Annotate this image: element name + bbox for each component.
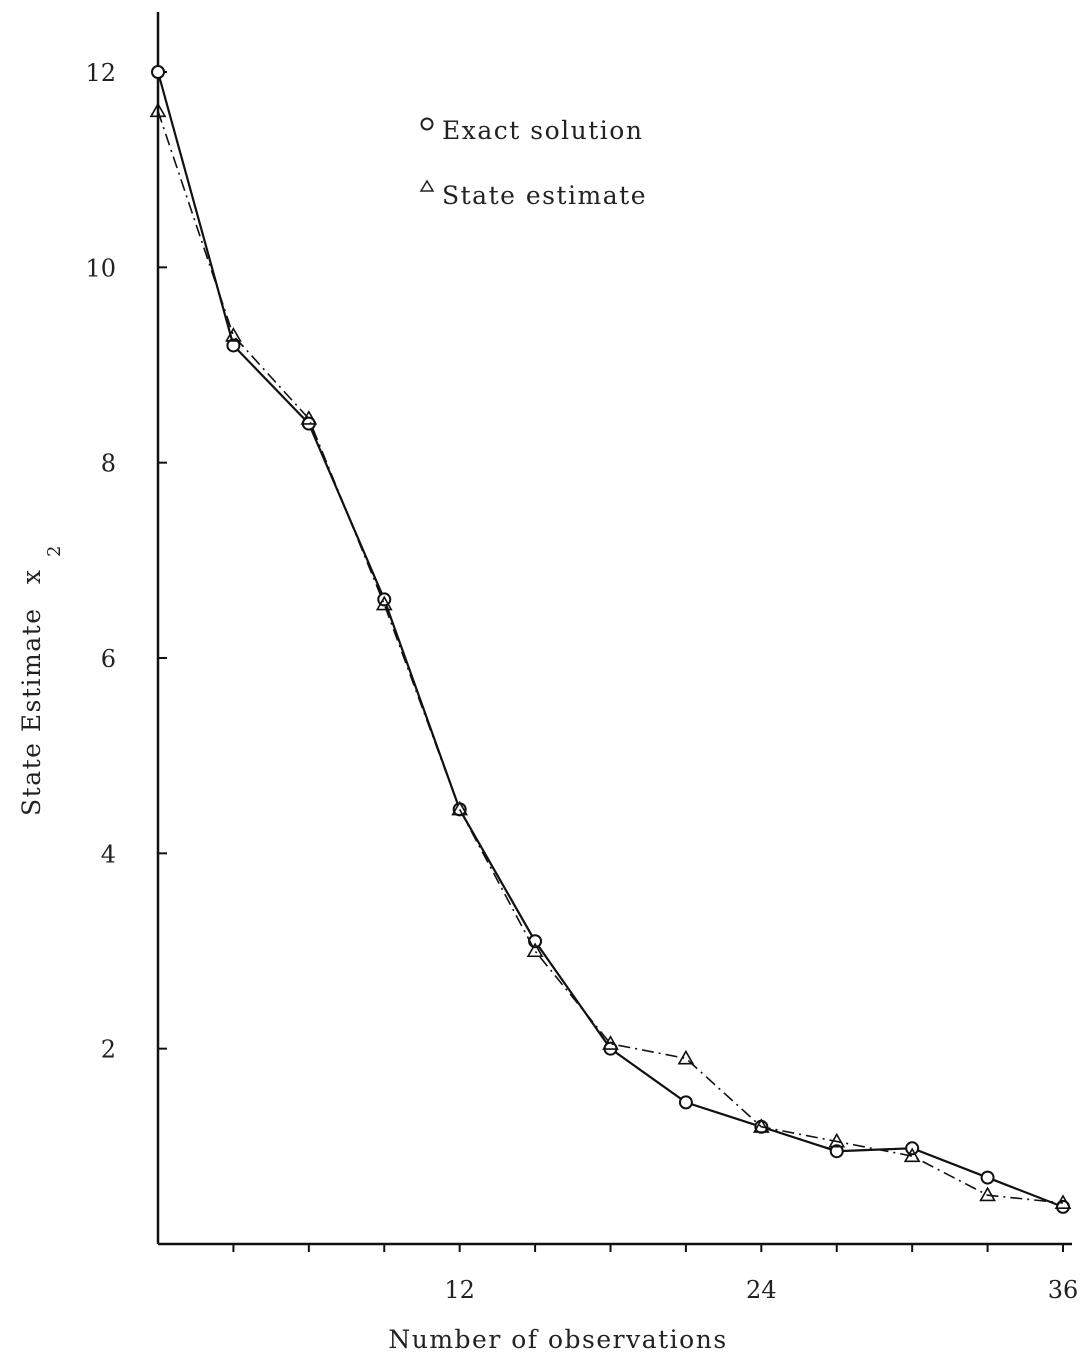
data-point [903,1147,921,1163]
legend-label-exact: Exact solution [442,116,643,145]
legend-label-estimate: State estimate [442,181,647,210]
data-point [678,1095,693,1110]
y-tick-label: 12 [85,59,116,87]
y-tick-label: 8 [101,450,116,478]
y-tick-label: 2 [101,1036,116,1064]
data-point [752,1118,770,1133]
series-line [157,110,1064,1204]
legend-triangle-marker [419,179,435,192]
x-axis-title: Number of observations [388,1325,727,1354]
data-point [677,1049,695,1065]
data-point [451,800,469,816]
data-point [979,1186,996,1202]
y-axis-title-group: State Estimate x 2 [17,544,65,816]
y-tick-label: 10 [85,254,116,282]
data-point [225,327,242,342]
data-point [300,410,318,425]
y-tick-label: 4 [101,840,116,868]
data-point [980,1170,995,1185]
data-point [828,1132,846,1148]
data-point [151,65,165,79]
x-tick-label: 24 [746,1276,777,1304]
data-point [602,1035,619,1050]
data-point [1054,1194,1072,1210]
series-0 [151,65,1070,1214]
y-axis-title: State Estimate x 2 [17,544,65,816]
y-tick-label: 6 [101,645,116,673]
data-point [375,595,393,611]
legend-circle-marker [420,117,434,131]
x-tick-label: 36 [1048,1276,1079,1304]
y-ticks: 2 4 6 8 10 12 [85,59,167,1064]
data-point [829,1144,844,1159]
legend: Exact solution State estimate [419,116,647,210]
x-tick-label: 12 [444,1276,475,1304]
y-axis-title-var: x [17,568,46,584]
y-axis-title-text: State Estimate [17,608,46,816]
y-axis-title-sub: 2 [44,544,65,557]
data-point [526,942,544,958]
x-ticks: 12 24 36 [232,1244,1079,1304]
data-point [149,102,167,118]
series-1 [149,102,1072,1210]
data-point [226,338,241,353]
series-layer [149,65,1072,1214]
axes [156,12,1072,1246]
